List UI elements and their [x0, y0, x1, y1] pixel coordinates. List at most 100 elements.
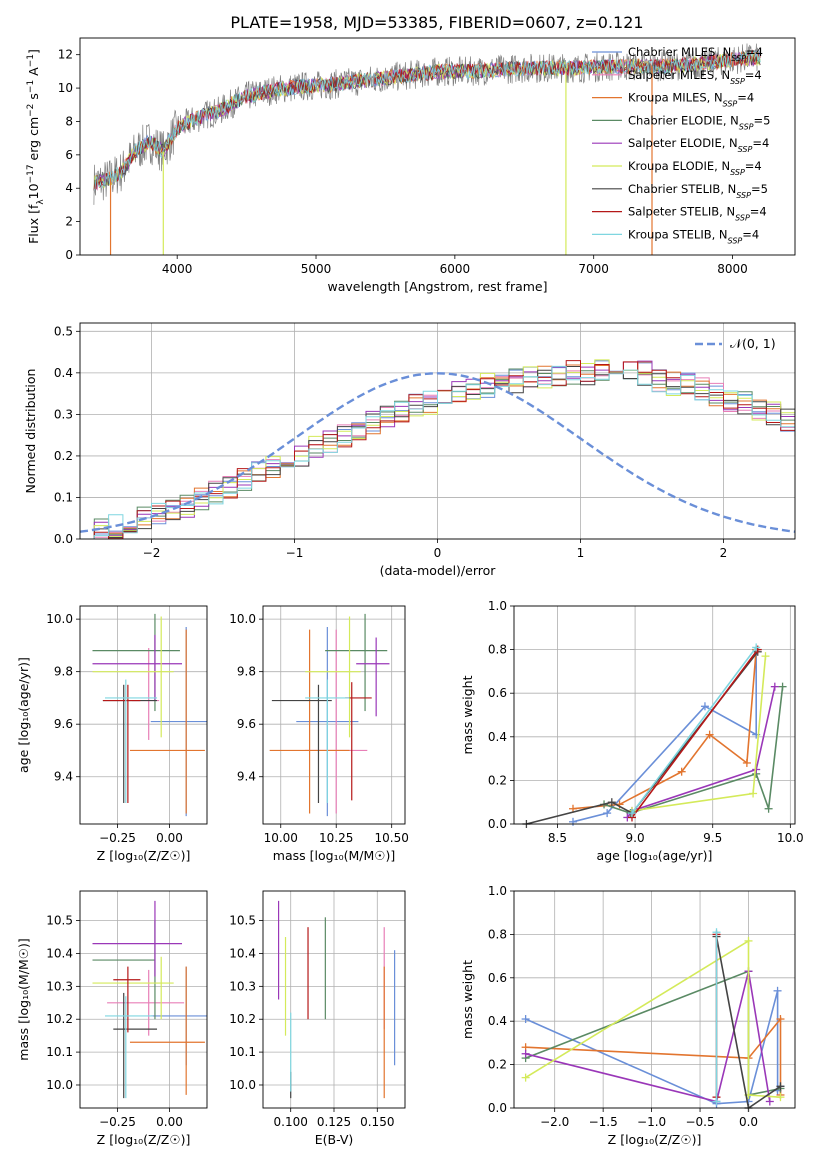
axes-frame [79, 37, 796, 256]
axes-frame [513, 890, 796, 1109]
panel-age-vs-Z: −0.25 0.00 9.4 9.6 9.8 10.0 Z [log₁₀(Z/Z☉)] age… [16, 605, 208, 863]
series-line-salpeter-elodie [626, 686, 776, 818]
y-tick-label: 2 [65, 215, 73, 229]
legend-label: Salpeter ELODIE, NSSP=4 [628, 136, 769, 154]
x-tick-label: 7000 [578, 262, 609, 276]
spectrum-lines [93, 43, 761, 255]
errorbars [277, 900, 396, 1099]
y-tick-label: 10.0 [46, 1078, 73, 1092]
legend-label: Chabrier ELODIE, NSSP=5 [628, 113, 770, 130]
y-axis-label: Normed distribution [23, 369, 38, 494]
weight-lines [522, 643, 787, 828]
y-tick-label: 0.0 [488, 1101, 507, 1115]
y-tick-label: 10.0 [229, 612, 256, 626]
plus-marker [776, 1015, 785, 1024]
x-tick-label: 0.0 [739, 1115, 758, 1129]
axes-frame [513, 605, 796, 825]
plus-marker [742, 758, 751, 767]
legend-label: Salpeter STELIB, NSSP=4 [628, 205, 767, 223]
x-axis-label: E(B-V) [315, 1132, 354, 1147]
y-tick-label: 0.8 [488, 643, 507, 657]
y-tick-label: 10.2 [46, 1012, 73, 1026]
y-tick-label: 10.5 [229, 914, 256, 928]
x-axis-label: Z [log₁₀(Z/Z☉)] [97, 848, 191, 863]
x-tick-label: 10.50 [375, 831, 409, 845]
y-tick-label: 0.6 [488, 686, 507, 700]
axes-frame [262, 605, 406, 825]
y-tick-label: 0.5 [54, 324, 73, 338]
y-tick-label: 6 [65, 148, 73, 162]
y-tick-label: 9.4 [237, 770, 256, 784]
series-line-kroupa-miles [572, 649, 757, 810]
y-tick-label: 0.4 [488, 730, 507, 744]
x-tick-label: 10.00 [264, 831, 298, 845]
x-tick-label: 0.00 [156, 1115, 183, 1129]
y-axis-label: mass weight [460, 960, 475, 1039]
plus-marker [773, 986, 782, 995]
x-tick-label: −1 [286, 546, 304, 560]
y-tick-label: 12 [58, 48, 73, 62]
y-tick-label: 10.2 [229, 1012, 256, 1026]
y-tick-label: 0.8 [488, 927, 507, 941]
x-tick-label: 2 [720, 546, 728, 560]
histograms [80, 359, 795, 539]
x-axis-label: Z [log₁₀(Z/Z☉)] [97, 1132, 191, 1147]
x-tick-label: 6000 [440, 262, 471, 276]
y-tick-label: 4 [65, 181, 73, 195]
x-tick-label: 0.150 [360, 1115, 394, 1129]
axes-frame [262, 890, 406, 1109]
panel-mass-vs-EBV: 0.100 0.125 0.150 10.0 10.1 10.2 10.3 10.4 10.5 E… [229, 890, 406, 1147]
plus-marker [764, 804, 773, 813]
x-tick-label: −0.5 [685, 1115, 714, 1129]
y-tick-label: 10.0 [46, 612, 73, 626]
histogram-salpeter-elodie [80, 360, 795, 539]
plus-marker [603, 809, 612, 818]
y-tick-label: 10.4 [229, 946, 256, 960]
x-tick-label: 8.5 [548, 831, 567, 845]
panel-spectrum: 4000 5000 6000 7000 8000 0 2 4 6 8 10 12 wavelength … [26, 37, 796, 294]
x-tick-label: 9.0 [626, 831, 645, 845]
x-tick-label: −1.5 [589, 1115, 618, 1129]
series-line-salpeter-stelib [631, 649, 759, 818]
x-tick-label: 4000 [162, 262, 193, 276]
y-tick-label: 10.3 [229, 979, 256, 993]
y-tick-label: 9.4 [54, 770, 73, 784]
series-line-salpeter-elodie [525, 971, 771, 1103]
plus-marker [677, 767, 686, 776]
histogram-kroupa-stelib [80, 365, 795, 539]
y-tick-label: 1.0 [488, 884, 507, 898]
plus-marker [705, 730, 714, 739]
y-axis-label: age [log₁₀(age/yr)] [16, 657, 31, 773]
series-line-kroupa-stelib [631, 646, 757, 814]
plus-marker [770, 682, 779, 691]
histogram-kroupa-miles [80, 361, 795, 539]
panel-mass-vs-Z: −0.25 0.00 10.0 10.1 10.2 10.3 10.4 10.5 Z [log₁… [16, 890, 208, 1147]
x-axis-label: mass [log₁₀(M/M☉)] [273, 848, 395, 863]
y-axis-label: mass [log₁₀(M/M☉)] [16, 938, 31, 1060]
y-tick-label: 9.6 [54, 717, 73, 731]
plus-marker [744, 936, 753, 945]
y-tick-label: 9.6 [237, 717, 256, 731]
histogram-chabrier-elodie [80, 368, 795, 539]
panel-residuals: −2 −1 0 1 2 0.0 0.1 0.2 0.3 0.4 0.5 (data-model)/er… [23, 322, 796, 578]
plus-marker [776, 1082, 785, 1091]
y-tick-label: 10.1 [46, 1045, 73, 1059]
legend-label: Chabrier STELIB, NSSP=5 [628, 182, 768, 200]
axes-frame [79, 605, 208, 825]
y-tick-label: 10.1 [229, 1045, 256, 1059]
plus-marker [521, 1073, 530, 1082]
errorbars [269, 613, 390, 817]
x-tick-label: −2.0 [540, 1115, 569, 1129]
x-axis-label: wavelength [Angstrom, rest frame] [327, 279, 547, 294]
y-tick-label: 9.8 [237, 665, 256, 679]
y-tick-label: 0.2 [488, 1058, 507, 1072]
panel-age-vs-mass: 10.00 10.25 10.50 9.4 9.6 9.8 10.0 mass [log₁₀(… [229, 605, 409, 863]
plus-marker [627, 809, 636, 818]
figure-title: PLATE=1958, MJD=53385, FIBERID=0607, z=0… [230, 13, 643, 32]
legend-label: Chabrier MILES, NSSP=4 [628, 45, 763, 63]
histogram-salpeter-miles [80, 361, 795, 539]
y-tick-label: 0.2 [488, 773, 507, 787]
y-tick-label: 0.2 [54, 449, 73, 463]
y-tick-label: 0.4 [488, 1014, 507, 1028]
model-line-kroupa-stelib [93, 50, 761, 191]
